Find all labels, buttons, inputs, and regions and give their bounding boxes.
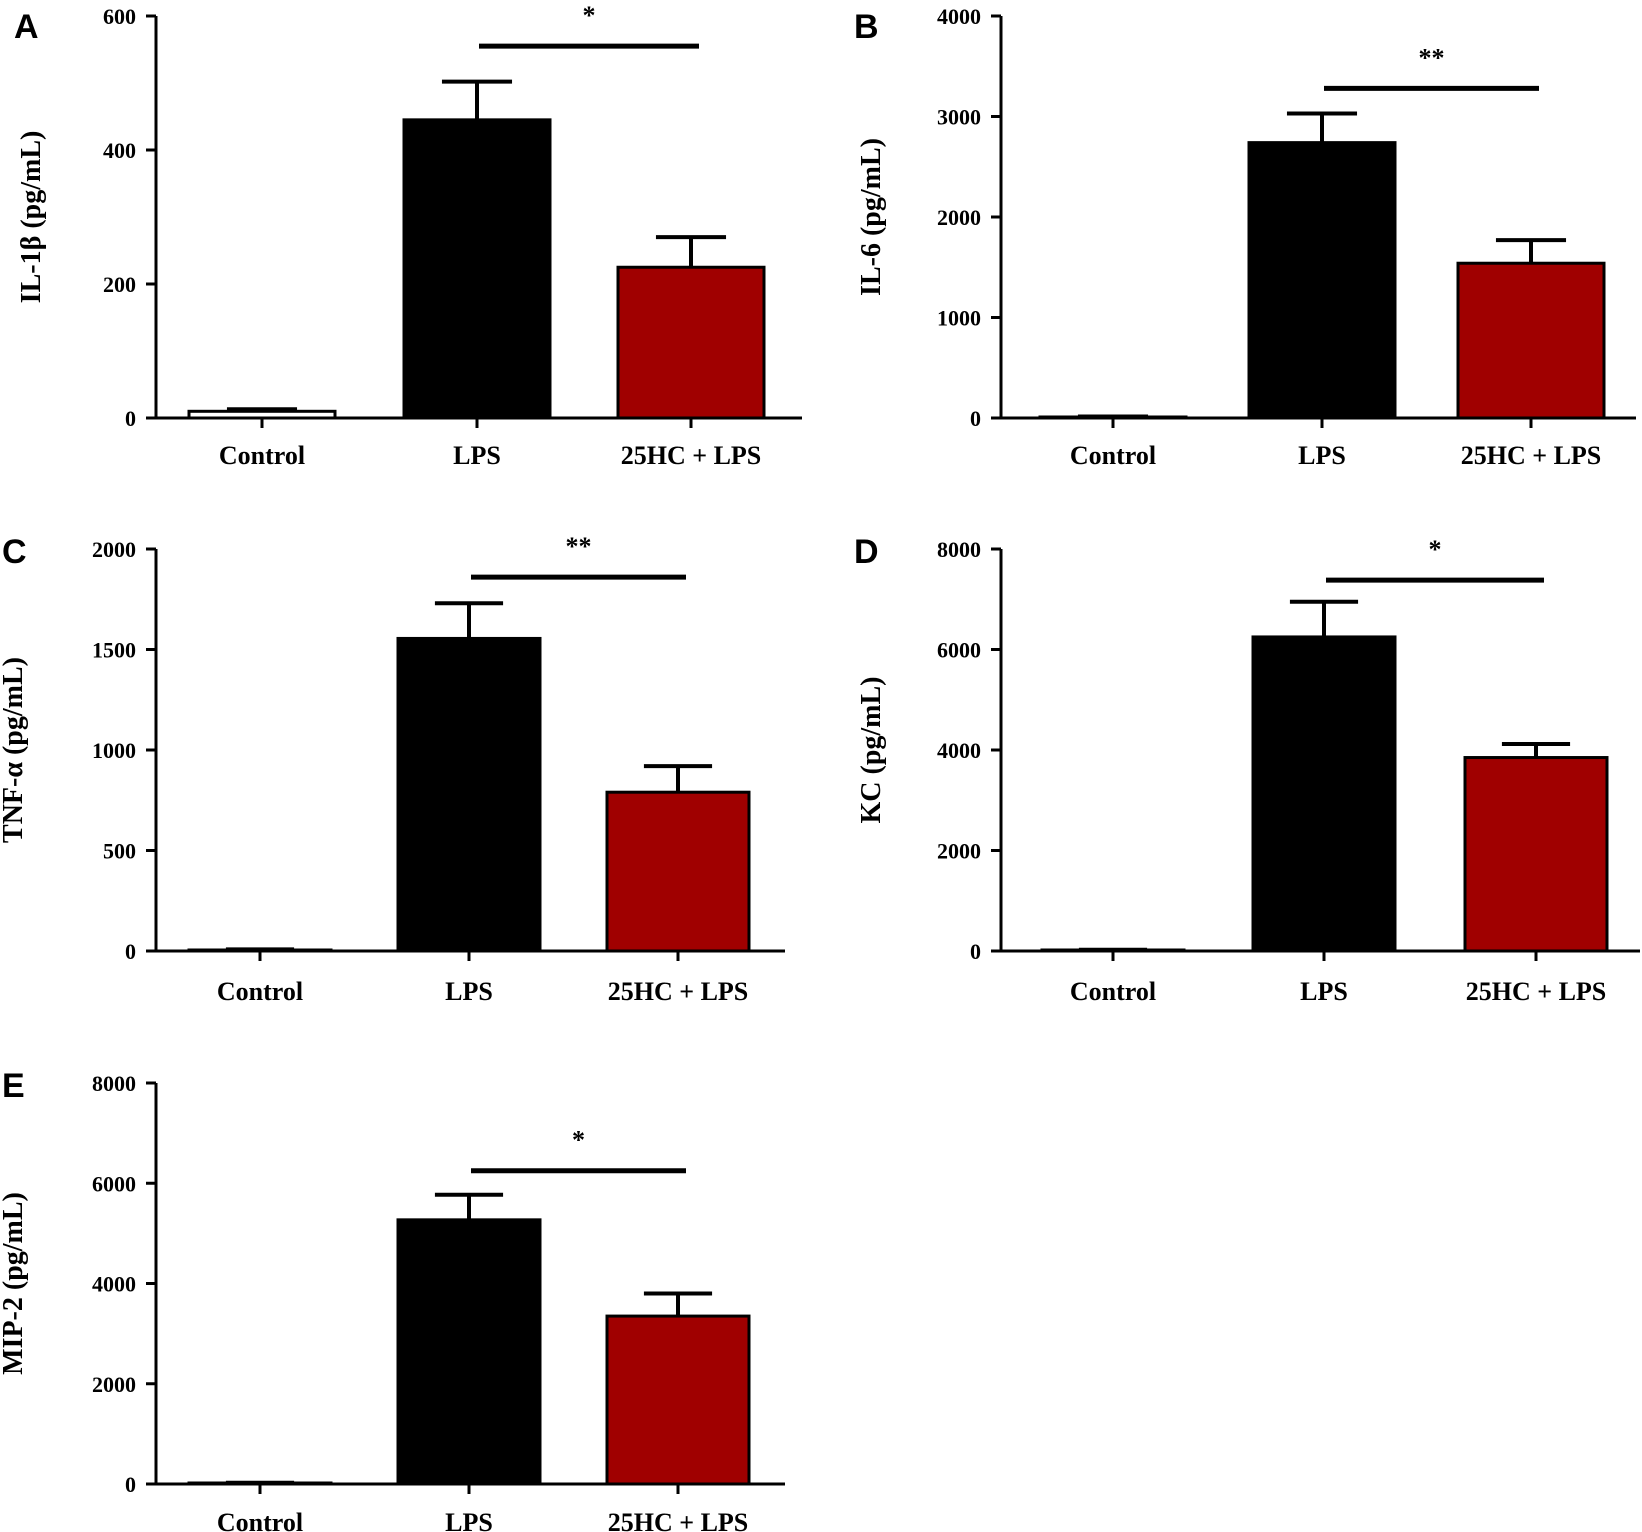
y-tick-label: 1000 — [937, 306, 981, 331]
y-tick-label: 4000 — [937, 4, 981, 29]
bar-treated — [605, 790, 751, 953]
y-tick-label: 1500 — [92, 638, 136, 663]
x-category-label: Control — [219, 441, 305, 470]
panel-b: B IL-6 (pg/mL) 0 1000 2000 3000 4000 Control LPS… — [854, 4, 1636, 470]
panel-letter: D — [854, 533, 879, 571]
significance-label: ** — [566, 532, 592, 561]
y-tick-label: 8000 — [92, 1071, 136, 1096]
bar-lps — [1247, 141, 1397, 420]
y-tick-label: 6000 — [92, 1171, 136, 1196]
y-tick-label: 2000 — [937, 205, 981, 230]
y-tick-label: 200 — [103, 272, 136, 297]
panel-letter: A — [14, 8, 39, 46]
y-tick-label: 500 — [103, 839, 136, 864]
y-axis-label: MIP-2 (pg/mL) — [0, 1192, 29, 1375]
panel-letter: E — [2, 1067, 25, 1105]
y-tick-label: 0 — [125, 939, 136, 964]
x-category-label: LPS — [445, 977, 493, 1006]
x-category-label: Control — [1070, 441, 1156, 470]
y-axis-label: IL-6 (pg/mL) — [856, 138, 887, 296]
panel-a: A IL-1β (pg/mL) 0 200 400 600 Control LPS 25HC +… — [14, 1, 802, 470]
y-tick-label: 4000 — [937, 738, 981, 763]
y-tick-label: 3000 — [937, 105, 981, 130]
bar-lps — [1251, 635, 1397, 953]
bar-treated — [1463, 756, 1609, 953]
x-category-label: 25HC + LPS — [1466, 977, 1607, 1006]
y-tick-label: 2000 — [92, 537, 136, 562]
y-tick-label: 4000 — [92, 1272, 136, 1297]
x-category-label: 25HC + LPS — [1461, 441, 1602, 470]
panel-letter: C — [2, 533, 27, 571]
bar-lps — [396, 1218, 542, 1486]
y-tick-label: 0 — [125, 406, 136, 431]
y-tick-label: 2000 — [937, 839, 981, 864]
bar-treated — [1456, 261, 1606, 420]
panel-d: D KC (pg/mL) 0 2000 4000 6000 8000 Control LPS 25… — [854, 533, 1640, 1006]
x-category-label: Control — [217, 977, 303, 1006]
x-category-label: 25HC + LPS — [608, 1508, 749, 1532]
panel-letter: B — [854, 8, 879, 46]
y-tick-label: 0 — [125, 1472, 136, 1497]
significance-label: * — [583, 1, 596, 30]
significance-label: * — [1429, 535, 1442, 564]
y-tick-label: 0 — [970, 939, 981, 964]
y-tick-label: 600 — [103, 4, 136, 29]
bar-lps — [402, 118, 552, 420]
bar-treated — [616, 265, 766, 420]
y-axis-label: KC (pg/mL) — [856, 677, 887, 824]
bar-lps — [396, 636, 542, 953]
x-category-label: LPS — [445, 1508, 493, 1532]
y-tick-label: 400 — [103, 138, 136, 163]
y-tick-label: 0 — [970, 406, 981, 431]
significance-label: ** — [1419, 43, 1445, 72]
x-category-label: LPS — [1298, 441, 1346, 470]
y-axis-label: TNF-α (pg/mL) — [0, 657, 29, 843]
y-tick-label: 1000 — [92, 738, 136, 763]
y-tick-label: 2000 — [92, 1372, 136, 1397]
x-category-label: LPS — [1300, 977, 1348, 1006]
x-category-label: Control — [1070, 977, 1156, 1006]
bar-treated — [605, 1314, 751, 1486]
panel-e: E MIP-2 (pg/mL) 0 2000 4000 6000 8000 Control LP… — [0, 1067, 785, 1532]
x-category-label: LPS — [453, 441, 501, 470]
x-category-label: Control — [217, 1508, 303, 1532]
x-category-label: 25HC + LPS — [608, 977, 749, 1006]
y-tick-label: 6000 — [937, 638, 981, 663]
y-axis-label: IL-1β (pg/mL) — [16, 131, 47, 304]
significance-label: * — [572, 1126, 585, 1155]
panel-c: C TNF-α (pg/mL) 0 500 1000 1500 2000 Control LPS… — [0, 532, 785, 1006]
y-tick-label: 8000 — [937, 537, 981, 562]
x-category-label: 25HC + LPS — [621, 441, 762, 470]
